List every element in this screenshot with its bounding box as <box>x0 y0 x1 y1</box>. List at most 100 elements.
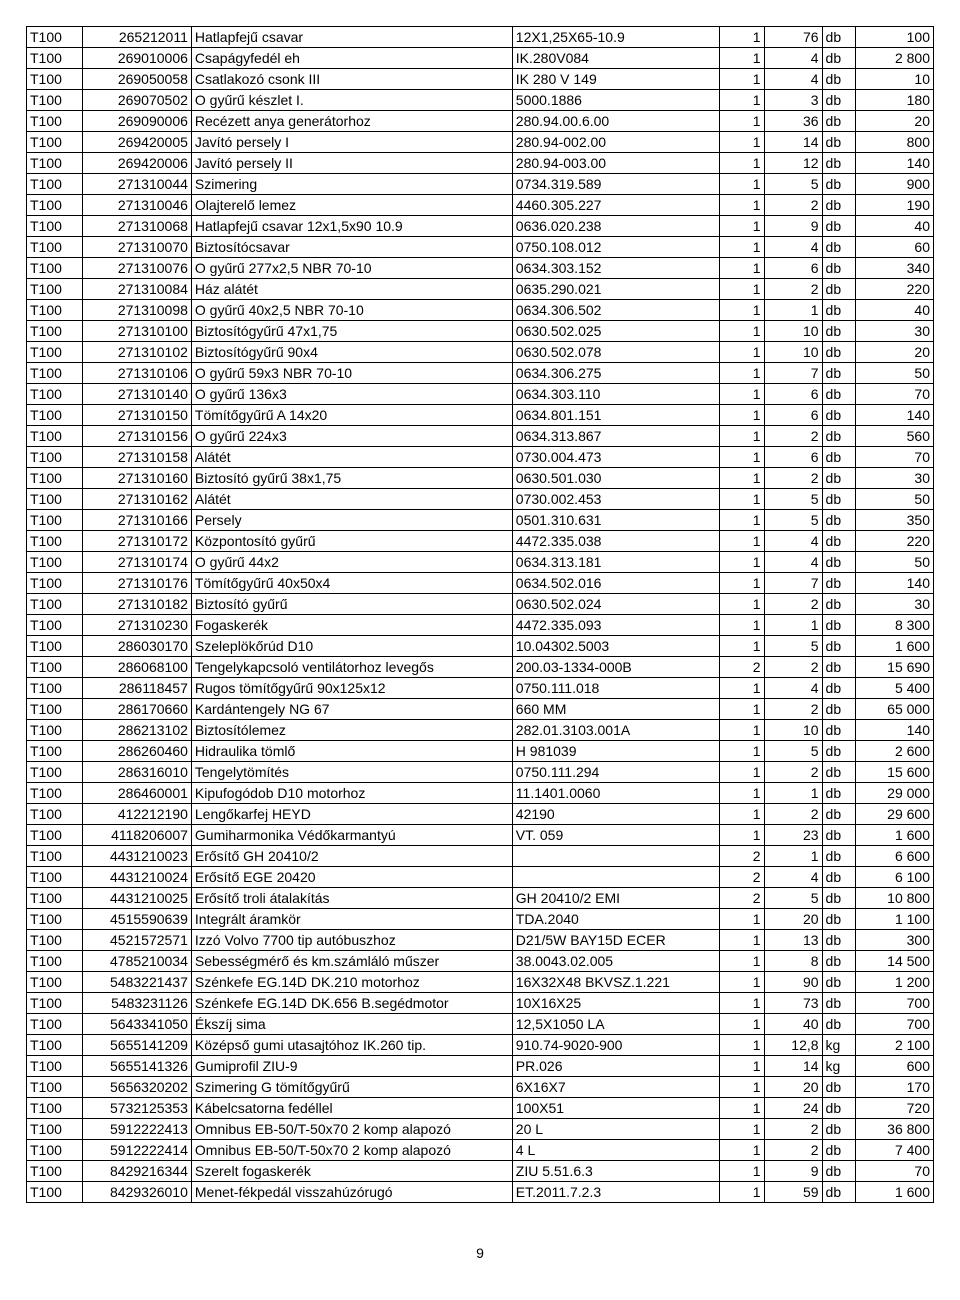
table-cell: 0734.319.589 <box>512 174 719 195</box>
table-row: T1004515590639Integrált áramkörTDA.20401… <box>27 909 934 930</box>
table-cell: db <box>822 636 855 657</box>
table-cell: 271310106 <box>82 363 191 384</box>
table-cell: 5483231126 <box>82 993 191 1014</box>
table-cell: 14 <box>764 132 822 153</box>
table-row: T100286030170Szeleplökőrúd D1010.04302.5… <box>27 636 934 657</box>
table-row: T1004431210023Erősítő GH 20410/221db6 60… <box>27 846 934 867</box>
table-row: T100271310070Biztosítócsavar0750.108.012… <box>27 237 934 258</box>
table-row: T100271310044Szimering0734.319.58915db90… <box>27 174 934 195</box>
table-cell: 1 <box>720 1014 765 1035</box>
table-cell: T100 <box>27 90 83 111</box>
table-cell: 2 <box>764 594 822 615</box>
table-cell: 560 <box>855 426 933 447</box>
table-cell: 4515590639 <box>82 909 191 930</box>
table-cell: 0730.004.473 <box>512 447 719 468</box>
table-cell: db <box>822 27 855 48</box>
table-cell: 1 <box>720 363 765 384</box>
table-cell: 0634.303.152 <box>512 258 719 279</box>
table-cell: 140 <box>855 153 933 174</box>
table-row: T100271310140O gyűrű 136x30634.303.11016… <box>27 384 934 405</box>
table-cell: 1 <box>720 426 765 447</box>
table-cell: 100X51 <box>512 1098 719 1119</box>
table-cell: T100 <box>27 279 83 300</box>
table-cell: 5655141326 <box>82 1056 191 1077</box>
table-cell: Kábelcsatorna fedéllel <box>191 1098 512 1119</box>
table-cell: Tömítőgyűrű A 14x20 <box>191 405 512 426</box>
table-cell: 286170660 <box>82 699 191 720</box>
table-cell: 1 600 <box>855 825 933 846</box>
table-cell: 269050058 <box>82 69 191 90</box>
table-cell: Biztosítólemez <box>191 720 512 741</box>
table-cell: T100 <box>27 741 83 762</box>
table-cell: db <box>822 552 855 573</box>
table-cell: 286213102 <box>82 720 191 741</box>
table-cell: T100 <box>27 69 83 90</box>
table-cell: 1 <box>720 237 765 258</box>
table-row: T100269010006Csapágyfedél ehIK.280V08414… <box>27 48 934 69</box>
table-cell: db <box>822 1014 855 1035</box>
table-cell: db <box>822 363 855 384</box>
table-cell: 271310098 <box>82 300 191 321</box>
table-row: T100269050058Csatlakozó csonk IIIIK 280 … <box>27 69 934 90</box>
table-cell: 340 <box>855 258 933 279</box>
table-cell: 5732125353 <box>82 1098 191 1119</box>
table-cell: 5643341050 <box>82 1014 191 1035</box>
table-cell: Tengelytömítés <box>191 762 512 783</box>
table-cell: Rugos tömítőgyűrű 90x125x12 <box>191 678 512 699</box>
table-cell: 269420006 <box>82 153 191 174</box>
table-cell: db <box>822 615 855 636</box>
table-cell: Csatlakozó csonk III <box>191 69 512 90</box>
table-cell: 1 <box>720 321 765 342</box>
table-cell: 12,8 <box>764 1035 822 1056</box>
table-cell: T100 <box>27 1056 83 1077</box>
table-cell: 1 <box>720 972 765 993</box>
table-cell: 0750.111.018 <box>512 678 719 699</box>
table-cell: 1 100 <box>855 909 933 930</box>
table-cell: 36 800 <box>855 1119 933 1140</box>
table-cell: T100 <box>27 384 83 405</box>
table-cell: 271310182 <box>82 594 191 615</box>
table-cell: 1 <box>720 804 765 825</box>
table-cell: db <box>822 993 855 1014</box>
table-cell: 271310084 <box>82 279 191 300</box>
table-cell: Erősítő GH 20410/2 <box>191 846 512 867</box>
table-cell: 220 <box>855 279 933 300</box>
table-cell: 286316010 <box>82 762 191 783</box>
table-cell: 4 <box>764 237 822 258</box>
table-cell: 1 600 <box>855 1182 933 1203</box>
table-cell: 10.04302.5003 <box>512 636 719 657</box>
table-cell: T100 <box>27 678 83 699</box>
table-cell: 4431210023 <box>82 846 191 867</box>
table-cell: 1 <box>720 153 765 174</box>
table-cell: kg <box>822 1035 855 1056</box>
table-cell: 0750.111.294 <box>512 762 719 783</box>
table-cell: 1 <box>720 636 765 657</box>
table-cell: 8429326010 <box>82 1182 191 1203</box>
table-cell: 6 <box>764 384 822 405</box>
table-cell: T100 <box>27 510 83 531</box>
table-cell: 5912222414 <box>82 1140 191 1161</box>
table-cell: 5 <box>764 174 822 195</box>
table-cell: T100 <box>27 468 83 489</box>
table-row: T100286118457Rugos tömítőgyűrű 90x125x12… <box>27 678 934 699</box>
table-cell: 9 <box>764 1161 822 1182</box>
table-cell: Hidraulika tömlő <box>191 741 512 762</box>
table-cell: 0634.306.275 <box>512 363 719 384</box>
table-cell: O gyűrű 40x2,5 NBR 70-10 <box>191 300 512 321</box>
table-cell: T100 <box>27 888 83 909</box>
table-cell: 4472.335.093 <box>512 615 719 636</box>
table-row: T1008429326010Menet-fékpedál visszahúzór… <box>27 1182 934 1203</box>
table-cell: 10 <box>764 321 822 342</box>
table-cell: T100 <box>27 195 83 216</box>
table-cell: db <box>822 1182 855 1203</box>
table-cell: 720 <box>855 1098 933 1119</box>
table-cell: 910.74-9020-900 <box>512 1035 719 1056</box>
table-cell: T100 <box>27 552 83 573</box>
table-cell: T100 <box>27 846 83 867</box>
table-cell: IK.280V084 <box>512 48 719 69</box>
table-cell: db <box>822 468 855 489</box>
table-cell: 4472.335.038 <box>512 531 719 552</box>
table-cell: 6 <box>764 447 822 468</box>
table-cell: db <box>822 1140 855 1161</box>
table-row: T1004785210034Sebességmérő és km.számlál… <box>27 951 934 972</box>
